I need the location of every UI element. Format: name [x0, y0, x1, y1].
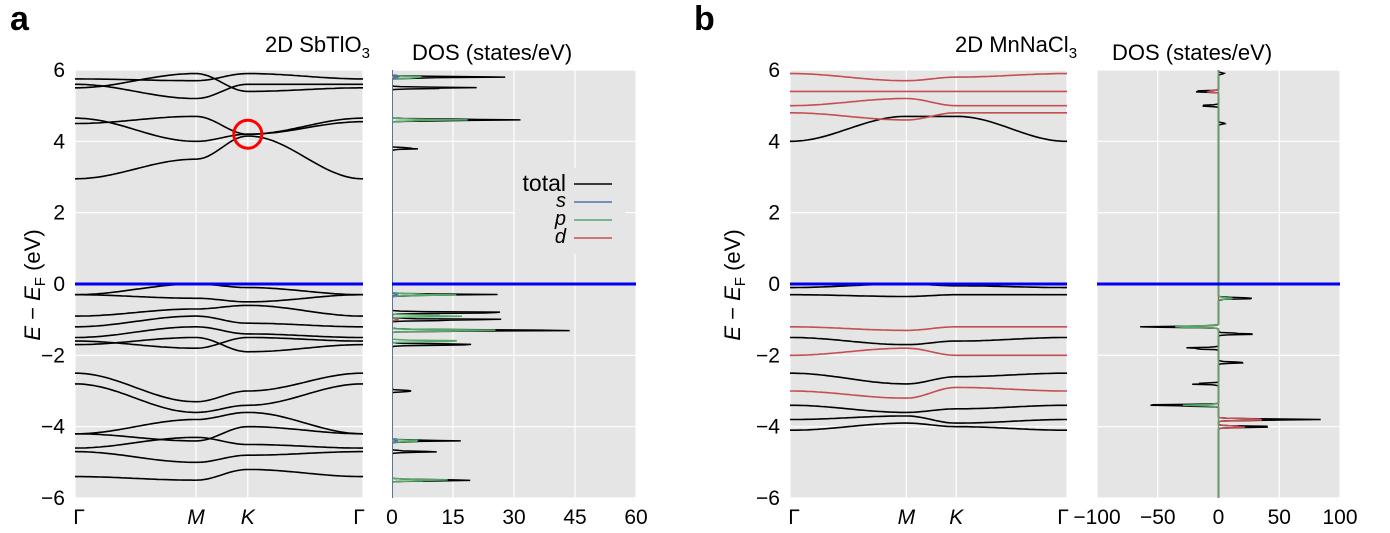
panel-a-band-ytick-label: 0	[53, 273, 65, 296]
panel-b-band-band-line	[790, 112, 1067, 121]
panel-b-band-ytick-label: 6	[768, 59, 780, 82]
panel-b-band-ytick-label: −6	[756, 487, 780, 510]
panel-a-band-ytick-label: −6	[41, 487, 65, 510]
panel-b-dos-xtick-label: −50	[1140, 506, 1176, 529]
panel-a-dos-xtick-label: 0	[386, 506, 398, 529]
panel-b-dos-label: DOS (states/eV)	[1112, 40, 1272, 65]
panel-a-dos-xtick-label: 15	[441, 506, 464, 529]
panel-a-title: 2D SbTlO3	[265, 32, 370, 62]
legend-label-s: s	[556, 190, 566, 212]
panel-b-dos-xtick-label: 50	[1268, 506, 1291, 529]
panel-b-dos-xtick-label: 0	[1213, 506, 1225, 529]
panel-b-band-band-line	[790, 72, 1067, 82]
panel-b-ylabel: E − EF (eV)	[720, 229, 749, 340]
panel-a-band-band-line	[75, 83, 363, 100]
panel-b-band-band-line	[790, 386, 1067, 399]
panel-letter-a: a	[10, 0, 30, 38]
panel-b-title: 2D MnNaCl3	[955, 32, 1077, 62]
panel-a-ylabel: E − EF (eV)	[20, 229, 49, 340]
panel-b-band-band-line	[790, 336, 1067, 346]
panel-b-band-band-line	[790, 404, 1067, 414]
panel-a-band-ytick-label: 6	[53, 59, 65, 82]
panel-a-band-ytick-label: −2	[41, 344, 65, 367]
panel-b-band-band-line	[790, 372, 1067, 385]
panel-a-band-xtick-label: Γ	[73, 506, 85, 529]
panel-a-band-band-line	[75, 468, 363, 482]
panel-a-band-band-line	[75, 411, 363, 435]
panel-b-band-xtick-label: Γ	[788, 506, 800, 529]
panel-a-dos-label: DOS (states/eV)	[412, 40, 572, 65]
panel-b-band-xtick-label: K	[949, 506, 964, 529]
panel-a-band-ytick-label: −4	[41, 416, 65, 439]
legend-label-p: p	[554, 208, 566, 230]
panel-a-dos-xtick-label: 30	[502, 506, 525, 529]
panel-a-band-xtick-label: M	[187, 506, 205, 529]
panel-a-band-band-line	[75, 315, 363, 328]
panel-b-band-structure: 6 4 2 0 −2 −4 −6 Γ M K Γ	[756, 59, 1069, 529]
panel-b-band-ytick-label: 4	[768, 130, 780, 153]
legend-background	[515, 168, 625, 254]
panel-b-band-band-line	[790, 97, 1067, 107]
panel-a-band-ytick-label: 2	[53, 202, 65, 225]
panel-b-band-band-line	[790, 415, 1067, 424]
legend-label-d: d	[555, 226, 567, 248]
panel-a-band-band-line	[75, 293, 363, 303]
panel-a-band-band-line	[75, 72, 363, 82]
panel-a-band-band-line	[75, 336, 363, 353]
panel-b-dos-xtick-label: −100	[1073, 506, 1120, 529]
panel-a-band-band-line	[75, 436, 363, 449]
panel-a-band-band-line	[75, 115, 363, 135]
panel-a-band-xtick-label: Γ	[353, 506, 365, 529]
panel-a-band-band-line	[75, 135, 363, 180]
panel-b-band-xtick-label: Γ	[1057, 506, 1069, 529]
panel-a-dos: 0 15 30 45 60	[386, 69, 648, 529]
panel-a-band-band-line	[75, 304, 363, 317]
panel-a-band-structure: 6 4 2 0 −2 −4 −6 Γ M K Γ	[41, 59, 365, 529]
panel-a-band-band-line	[75, 425, 363, 442]
panel-b-band-ytick-label: 2	[768, 202, 780, 225]
panel-a-band-band-line	[75, 450, 363, 464]
panel-b-band-band-line	[790, 422, 1067, 431]
panel-a-band-band-line	[75, 117, 363, 143]
legend-label-total: total	[523, 170, 566, 196]
panel-a-band-band-line	[75, 372, 363, 403]
panel-b-band-band-line	[790, 293, 1067, 298]
panel-b-dos: −100 −50 0 50 100	[1073, 69, 1358, 529]
panel-b-band-ytick-label: −4	[756, 416, 780, 439]
panel-a-dos-xtick-label: 60	[624, 506, 647, 529]
panel-a-band-xtick-label: K	[241, 506, 256, 529]
panel-a-band-band-line	[75, 383, 363, 414]
panel-b-band-band-line	[790, 347, 1067, 357]
panel-b-dos-xtick-label: 100	[1322, 506, 1357, 529]
panel-b-band-band-line	[790, 326, 1067, 332]
panel-a-band-band-line	[75, 72, 363, 93]
panel-b-band-ytick-label: 0	[768, 273, 780, 296]
panel-a-band-band-line	[75, 326, 363, 339]
panel-b-band-xtick-label: M	[898, 506, 916, 529]
dirac-point-marker	[232, 118, 264, 150]
panel-b-band-ytick-label: −2	[756, 344, 780, 367]
panel-a-band-ytick-label: 4	[53, 130, 65, 153]
panel-a-dos-xtick-label: 45	[563, 506, 586, 529]
panel-letter-b: b	[694, 0, 715, 38]
